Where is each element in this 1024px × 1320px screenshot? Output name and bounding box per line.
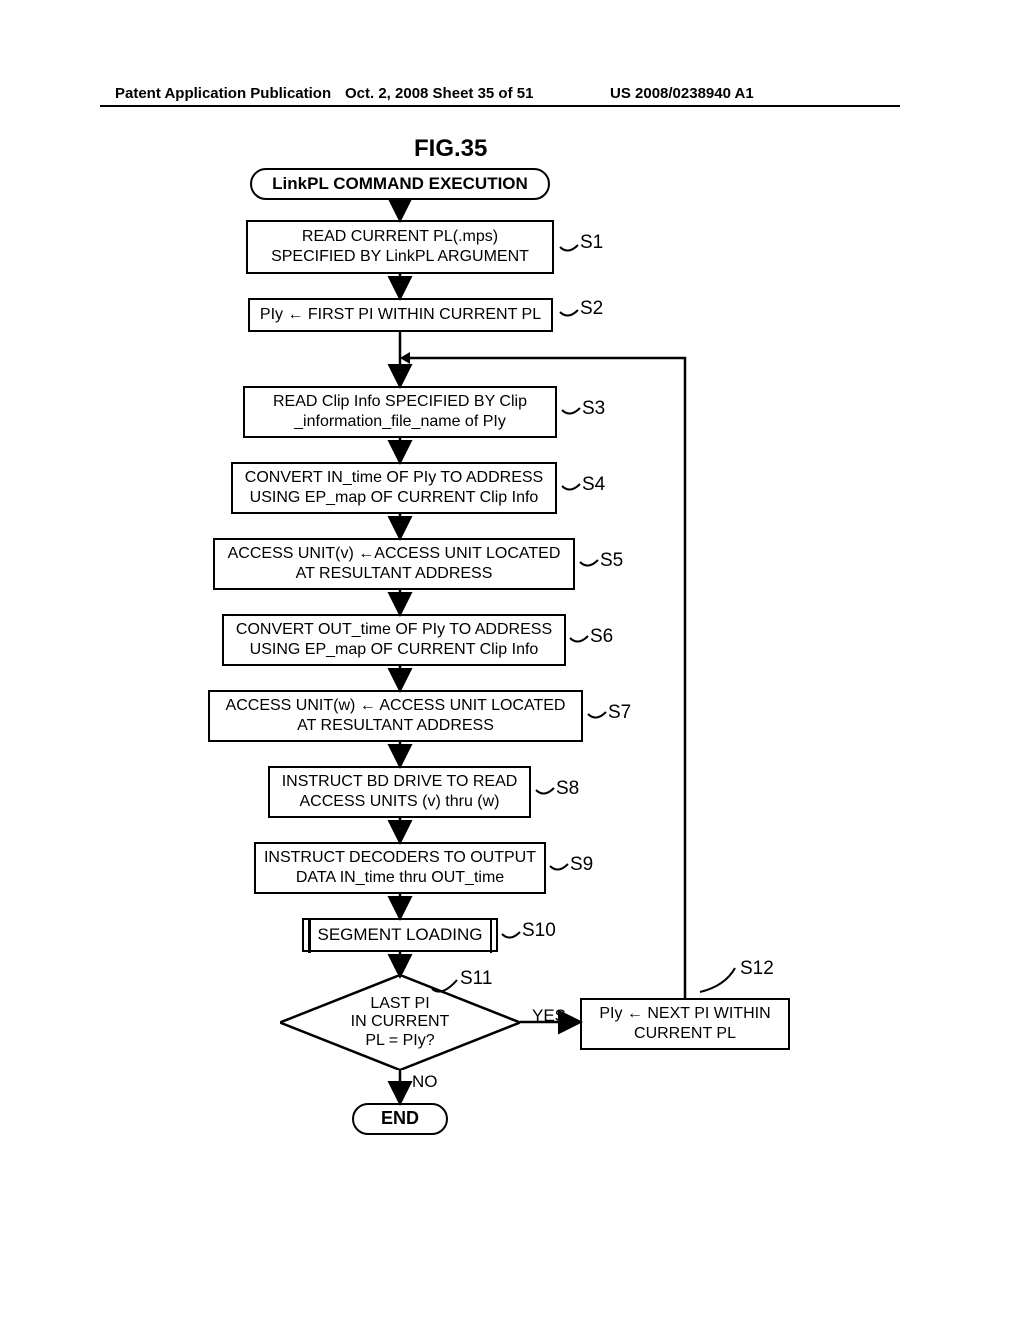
edge-label-yes: YES: [532, 1006, 566, 1026]
node-s3-text: READ Clip Info SPECIFIED BY Clip_informa…: [273, 392, 527, 432]
node-s6-text: CONVERT OUT_time OF PIy TO ADDRESSUSING …: [236, 620, 552, 660]
node-s9: INSTRUCT DECODERS TO OUTPUTDATA IN_time …: [254, 842, 546, 894]
node-s8: INSTRUCT BD DRIVE TO READACCESS UNITS (v…: [268, 766, 531, 818]
node-s2: PIy ← FIRST PI WITHIN CURRENT PL: [248, 298, 553, 332]
label-s1: S1: [580, 232, 603, 254]
node-s2-text: PIy ← FIRST PI WITHIN CURRENT PL: [260, 305, 541, 325]
node-s9-text: INSTRUCT DECODERS TO OUTPUTDATA IN_time …: [264, 848, 536, 888]
node-s4: CONVERT IN_time OF PIy TO ADDRESSUSING E…: [231, 462, 557, 514]
node-s10-text: SEGMENT LOADING: [318, 925, 483, 945]
node-s1-text: READ CURRENT PL(.mps)SPECIFIED BY LinkPL…: [271, 227, 529, 267]
label-s3: S3: [582, 398, 605, 420]
label-s9: S9: [570, 854, 593, 876]
label-s4: S4: [582, 474, 605, 496]
node-s1: READ CURRENT PL(.mps)SPECIFIED BY LinkPL…: [246, 220, 554, 274]
header-mid: Oct. 2, 2008 Sheet 35 of 51: [345, 85, 533, 102]
header-rule: [100, 105, 900, 107]
node-start: LinkPL COMMAND EXECUTION: [250, 168, 550, 200]
node-s12: PIy ← NEXT PI WITHINCURRENT PL: [580, 998, 790, 1050]
edge-label-no: NO: [412, 1072, 438, 1092]
header-right: US 2008/0238940 A1: [610, 85, 754, 102]
node-s7-text: ACCESS UNIT(w) ← ACCESS UNIT LOCATEDAT R…: [226, 696, 566, 736]
label-s11: S11: [460, 968, 492, 990]
label-s2: S2: [580, 298, 603, 320]
node-s6: CONVERT OUT_time OF PIy TO ADDRESSUSING …: [222, 614, 566, 666]
label-s6: S6: [590, 626, 613, 648]
node-s12-text: PIy ← NEXT PI WITHINCURRENT PL: [599, 1004, 770, 1044]
label-s5: S5: [600, 550, 623, 572]
header-left: Patent Application Publication: [115, 85, 331, 102]
node-end: END: [352, 1103, 448, 1135]
label-s7: S7: [608, 702, 631, 724]
node-s7: ACCESS UNIT(w) ← ACCESS UNIT LOCATEDAT R…: [208, 690, 583, 742]
label-s10: S10: [522, 920, 556, 942]
node-s5-text: ACCESS UNIT(v) ←ACCESS UNIT LOCATEDAT RE…: [228, 544, 561, 584]
label-s12: S12: [740, 958, 774, 980]
label-s8: S8: [556, 778, 579, 800]
figure-label: FIG.35: [414, 135, 487, 163]
node-s10: SEGMENT LOADING: [302, 918, 498, 952]
node-s3: READ Clip Info SPECIFIED BY Clip_informa…: [243, 386, 557, 438]
node-s5: ACCESS UNIT(v) ←ACCESS UNIT LOCATEDAT RE…: [213, 538, 575, 590]
node-s4-text: CONVERT IN_time OF PIy TO ADDRESSUSING E…: [245, 468, 543, 508]
page: Patent Application Publication Oct. 2, 2…: [0, 0, 1024, 1320]
node-s8-text: INSTRUCT BD DRIVE TO READACCESS UNITS (v…: [282, 772, 518, 812]
